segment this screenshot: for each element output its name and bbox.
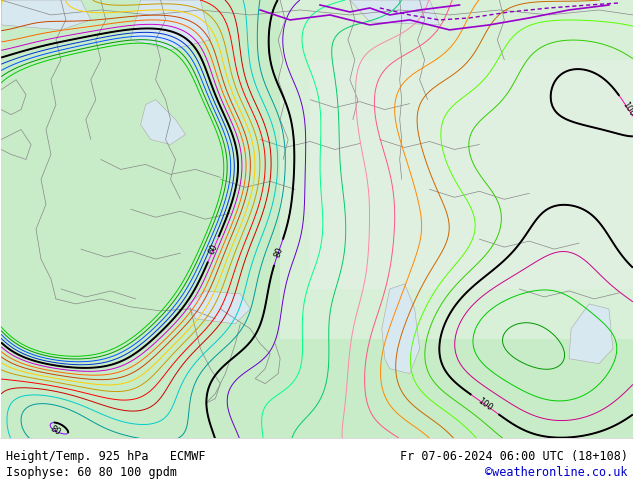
Text: 80: 80 [273,245,285,259]
Text: Height/Temp. 925 hPa   ECMWF: Height/Temp. 925 hPa ECMWF [6,450,206,463]
Polygon shape [350,0,439,25]
Polygon shape [131,0,210,50]
Text: Isophyse: 60 80 100 gpdm: Isophyse: 60 80 100 gpdm [6,466,178,479]
Polygon shape [1,0,91,30]
Polygon shape [141,99,186,145]
Text: ©weatheronline.co.uk: ©weatheronline.co.uk [485,466,628,479]
Text: 80: 80 [49,424,62,438]
Text: Fr 07-06-2024 06:00 UTC (18+108): Fr 07-06-2024 06:00 UTC (18+108) [399,450,628,463]
Polygon shape [569,304,613,364]
Polygon shape [188,291,250,324]
Text: 100: 100 [476,396,494,413]
Polygon shape [310,60,633,289]
Polygon shape [382,284,420,374]
Polygon shape [280,0,633,339]
Text: 60: 60 [207,243,219,256]
Text: 100: 100 [621,100,634,119]
Polygon shape [1,0,633,439]
